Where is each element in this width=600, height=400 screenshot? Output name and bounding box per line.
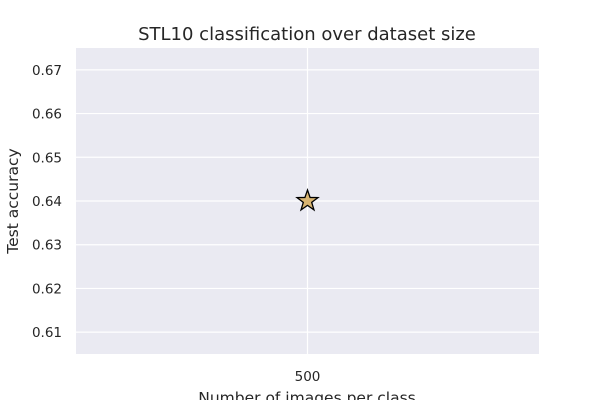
x-tick-label: 500: [295, 369, 321, 385]
y-tick-label: 0.66: [32, 107, 62, 123]
grid-lines: [76, 48, 539, 354]
y-tick-label: 0.63: [32, 238, 62, 254]
chart-title: STL10 classification over dataset size: [138, 24, 476, 45]
y-tick-label: 0.61: [32, 325, 62, 341]
y-tick-label: 0.65: [32, 150, 62, 166]
x-axis-label: Number of images per class: [198, 389, 416, 400]
y-tick-label: 0.64: [32, 194, 62, 210]
y-axis-label: Test accuracy: [4, 148, 22, 254]
data-points: [295, 188, 320, 212]
star-marker-icon: [295, 188, 320, 212]
tick-labels: 0.61 0.62 0.63 0.64 0.65 0.66 0.67 500: [32, 63, 320, 385]
y-tick-label: 0.67: [32, 63, 62, 79]
y-tick-label: 0.62: [32, 281, 62, 297]
